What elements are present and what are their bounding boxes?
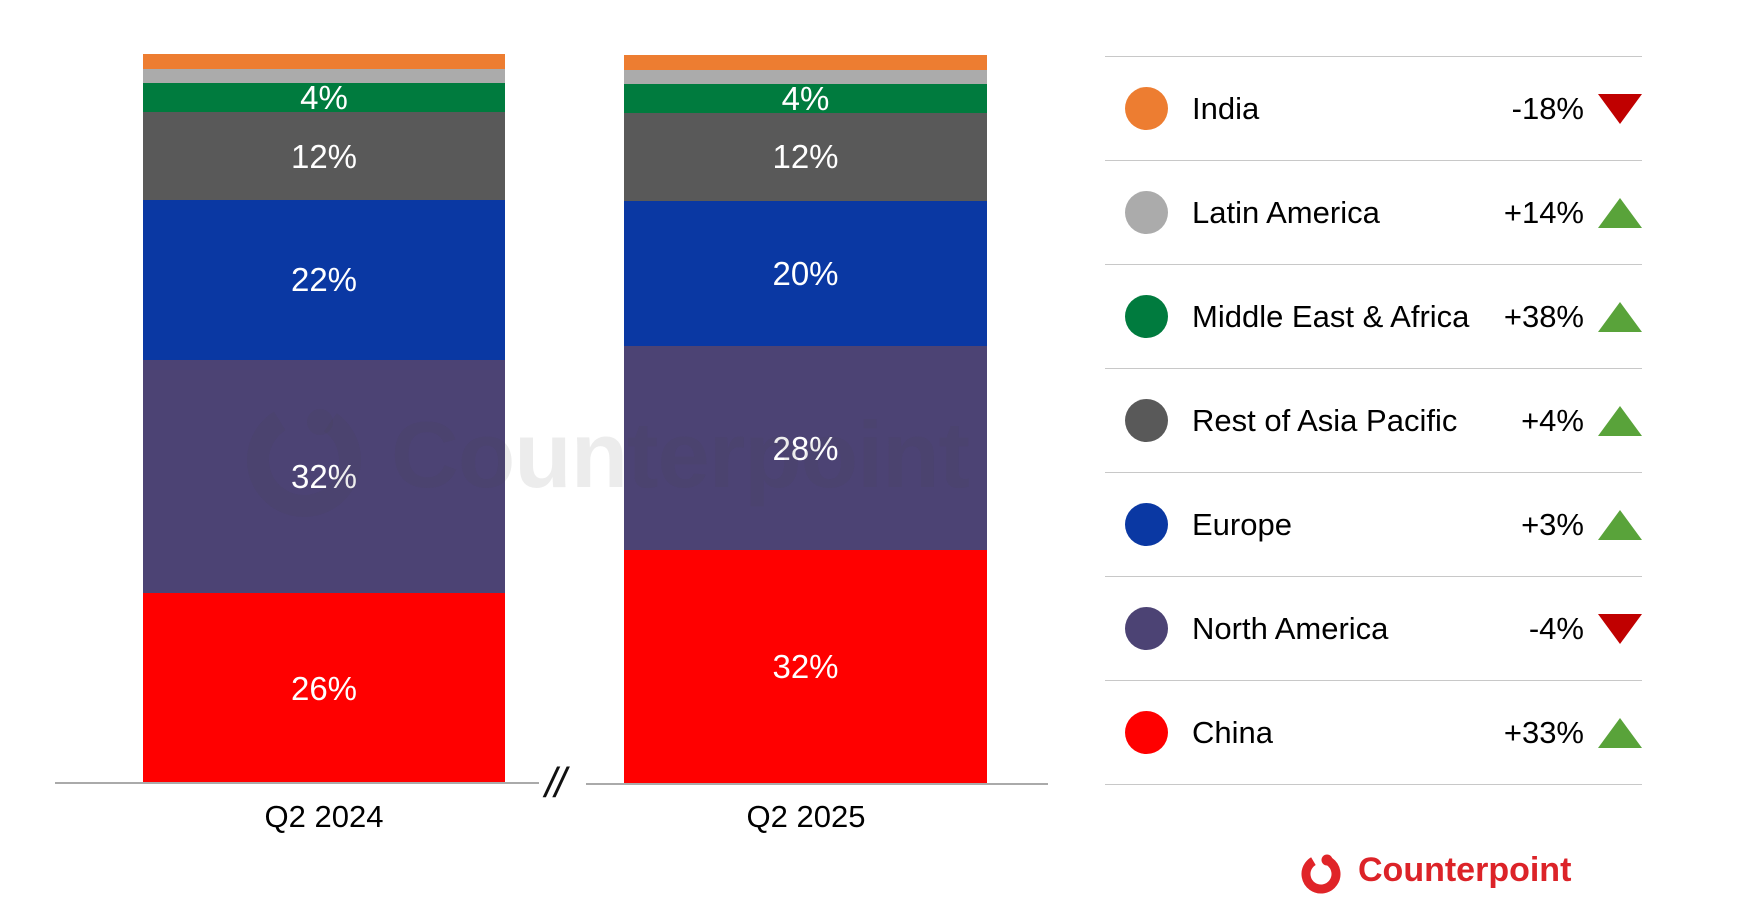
bar-segment-value-label: 26% [290, 669, 358, 707]
legend-row-rest-of-asia-pacific: Rest of Asia Pacific +4% [1105, 368, 1642, 472]
bar-segment-europe: 20% [624, 200, 987, 347]
triangle-down-icon-north-america [1598, 613, 1642, 644]
bar-segment-europe: 22% [143, 199, 505, 361]
bar-segment-middle-east-africa: 4% [143, 79, 505, 117]
legend-yoy-change-middle-east-africa: +38% [1503, 298, 1584, 334]
legend-label-rest-of-asia-pacific: Rest of Asia Pacific [1192, 402, 1458, 438]
legend-color-dot-north-america [1125, 607, 1168, 650]
x-axis-left-segment [55, 782, 539, 784]
legend-color-dot-europe [1125, 503, 1168, 546]
stacked-bar-q2-2025: 4% 12% 20% 28% 32% [624, 55, 987, 783]
legend-label-india: India [1192, 90, 1260, 126]
bar-segment-india [624, 55, 987, 70]
legend: India -18% Latin America +14% Middle East & … [1105, 56, 1642, 785]
legend-yoy-change-rest-of-asia-pacific: +4% [1521, 402, 1584, 438]
bar-segment-value-label: 32% [290, 458, 358, 496]
bar-segment-middle-east-africa: 4% [624, 80, 987, 118]
legend-row-middle-east-africa: Middle East & Africa +38% [1105, 264, 1642, 368]
bar-segment-north-america: 32% [143, 360, 505, 594]
legend-color-dot-rest-of-asia-pacific [1125, 399, 1168, 442]
bar-segment-value-label: 4% [300, 79, 348, 117]
bar-segment-value-label: 4% [781, 80, 830, 118]
triangle-down-icon-india [1598, 93, 1642, 124]
bar-segment-rest-of-asia-pacific: 12% [143, 112, 505, 200]
triangle-up-icon-latin-america [1598, 197, 1642, 228]
legend-label-china: China [1192, 714, 1273, 750]
legend-yoy-change-latin-america: +14% [1503, 194, 1584, 230]
legend-label-middle-east-africa: Middle East & Africa [1192, 298, 1470, 334]
triangle-up-icon-europe [1598, 509, 1642, 540]
triangle-up-icon-china [1598, 717, 1642, 748]
legend-color-dot-china [1125, 711, 1168, 754]
triangle-up-icon-rest-of-asia-pacific [1598, 405, 1642, 436]
bar-segment-value-label: 12% [772, 138, 839, 176]
legend-row-india: India -18% [1105, 56, 1642, 160]
legend-row-north-america: North America -4% [1105, 576, 1642, 680]
legend-row-europe: Europe +3% [1105, 472, 1642, 576]
counterpoint-logo-text: Counterpoint [1358, 851, 1572, 889]
legend-row-china: China +33% [1105, 680, 1642, 784]
bar-segment-latin-america [143, 68, 505, 84]
legend-yoy-change-china: +33% [1503, 714, 1584, 750]
bar-segment-china: 32% [624, 549, 987, 783]
legend-color-dot-latin-america [1125, 191, 1168, 234]
legend-label-europe: Europe [1192, 506, 1292, 542]
axis-break-mark: // [545, 759, 566, 806]
bar-segment-latin-america [624, 69, 987, 85]
legend-row-latin-america: Latin America +14% [1105, 160, 1642, 264]
x-axis-label-q2-2024: Q2 2024 [264, 799, 384, 834]
counterpoint-logo: Counterpoint [1300, 845, 1571, 895]
bar-segment-value-label: 32% [772, 647, 839, 685]
bar-segment-north-america: 28% [624, 346, 987, 550]
stacked-bar-q2-2024: 4% 12% 22% 32% 26% [143, 54, 505, 783]
bar-segment-rest-of-asia-pacific: 12% [624, 113, 987, 201]
counterpoint-logo-icon [1301, 854, 1341, 894]
triangle-up-icon-middle-east-africa [1598, 301, 1642, 332]
bar-segment-value-label: 12% [290, 137, 358, 175]
legend-label-north-america: North America [1192, 610, 1389, 646]
bar-segment-value-label: 22% [290, 261, 358, 299]
legend-color-dot-middle-east-africa [1125, 295, 1168, 338]
bar-segment-india [143, 54, 505, 69]
bar-segment-value-label: 28% [772, 429, 839, 467]
x-axis-right-segment [586, 783, 1048, 785]
bar-segment-china: 26% [143, 593, 505, 783]
legend-color-dot-india [1125, 87, 1168, 130]
legend-label-latin-america: Latin America [1192, 194, 1380, 230]
legend-yoy-change-north-america: -4% [1528, 610, 1584, 646]
bar-segment-value-label: 20% [772, 254, 839, 292]
legend-yoy-change-europe: +3% [1521, 506, 1584, 542]
legend-yoy-change-india: -18% [1511, 90, 1584, 126]
x-axis-label-q2-2025: Q2 2025 [746, 799, 866, 834]
